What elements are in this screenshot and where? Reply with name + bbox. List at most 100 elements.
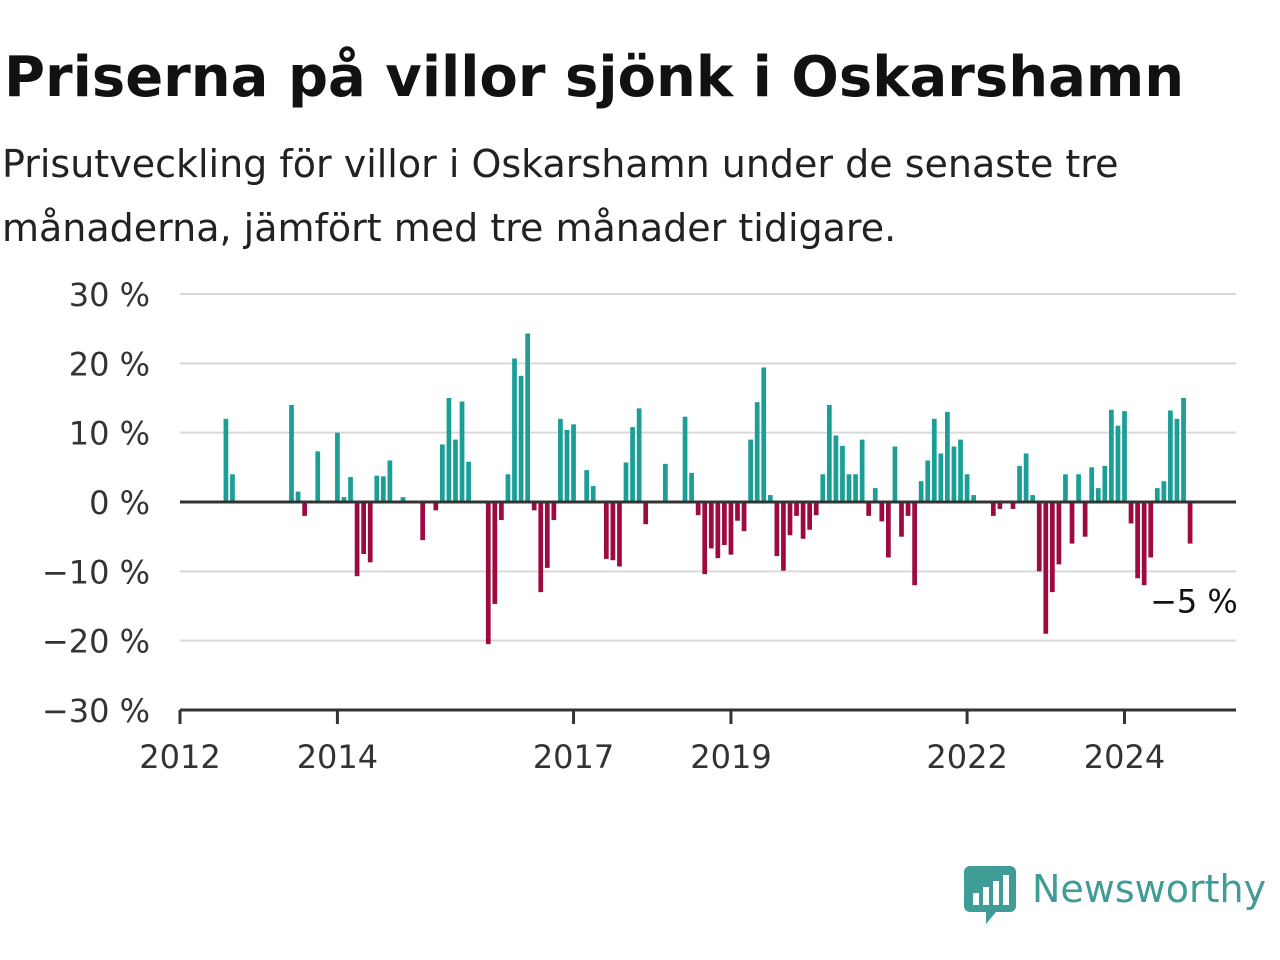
bar-2016-09 [544,502,550,568]
y-tick-label: 0 % [89,484,150,522]
bar-2014-08 [380,476,386,502]
y-tick-label: −10 % [42,553,150,591]
bar-2023-08 [1089,467,1095,502]
latest-value-annotation: −5 % [1150,583,1238,621]
bar-2019-10 [787,502,793,536]
bar-2022-06 [997,502,1003,509]
bar-2019-09 [781,502,786,571]
bar-2022-05 [990,502,996,516]
bar-2023-07 [1082,502,1088,537]
bar-2023-03 [1056,502,1062,565]
bar-2019-03 [741,502,747,532]
bar-2021-12 [958,439,963,502]
bar-2024-01 [1122,411,1127,502]
bar-2024-06 [1154,488,1160,502]
bar-2021-02 [892,446,898,502]
bar-2022-09 [1017,465,1022,502]
bar-2021-09 [938,453,944,502]
bar-2018-07 [689,472,694,502]
bar-2017-07 [610,502,616,561]
bar-2013-06 [289,404,294,502]
bar-2015-12 [485,502,491,645]
y-tick-label: 30 % [69,276,150,314]
bar-2019-12 [800,502,806,539]
x-tick-label: 2024 [1084,738,1165,776]
bar-2014-01 [335,432,340,502]
bar-2017-08 [617,502,622,567]
bar-2020-09 [859,439,865,502]
y-tick-label: 20 % [69,345,150,383]
bar-2014-07 [374,475,380,502]
x-tick-label: 2022 [926,738,1007,776]
bar-2023-12 [1115,425,1121,502]
bar-2021-07 [925,460,931,502]
bar-2017-09 [623,462,629,502]
bar-2024-04 [1141,502,1147,586]
x-tick-label: 2012 [139,738,220,776]
bar-2018-09 [702,502,708,575]
bar-2014-03 [348,477,353,502]
bar-2016-03 [505,474,511,502]
bar-2020-07 [846,474,852,502]
bar-2020-06 [840,445,845,502]
bar-2016-04 [512,358,517,502]
bar-2013-10 [315,451,321,502]
bar-2017-11 [636,408,642,502]
bar-2017-10 [630,427,635,502]
bar-2020-05 [833,435,839,502]
bar-2022-08 [1010,502,1016,509]
bar-2013-08 [302,502,307,516]
bar-2023-11 [1109,409,1114,502]
bar-2016-02 [499,502,504,521]
bar-2023-10 [1102,465,1108,502]
bar-2023-05 [1069,502,1075,544]
bar-2012-08 [223,418,229,502]
x-tick-label: 2014 [297,738,378,776]
bar-2023-01 [1043,502,1049,634]
bar-2017-06 [603,502,609,559]
bar-2019-05 [754,402,760,502]
bar-2024-05 [1148,502,1154,558]
bar-2014-11 [400,497,406,502]
bar-2020-01 [807,502,813,530]
bar-2021-05 [912,502,917,586]
y-tick-label: 10 % [69,415,150,453]
bar-2014-02 [341,497,347,502]
bar-2023-09 [1095,488,1101,502]
bar-2019-11 [794,502,799,516]
bar-2015-05 [440,444,445,502]
bar-2024-08 [1168,410,1173,502]
bar-2017-12 [643,502,649,525]
bar-2022-02 [971,495,976,502]
bar-2018-12 [722,502,727,545]
y-tick-label: −20 % [42,623,150,661]
bar-2021-04 [905,502,911,516]
bar-2019-02 [735,502,740,521]
axes [178,500,1236,724]
bar-2019-06 [761,367,767,502]
bar-2015-07 [453,439,458,502]
bar-2020-08 [853,474,858,502]
bar-2017-04 [590,486,596,502]
bar-2015-02 [420,502,426,541]
bar-2019-01 [728,502,734,555]
bar-2016-07 [531,502,537,511]
bar-2020-02 [813,502,819,516]
bar-2014-05 [361,502,367,554]
bar-2018-11 [715,502,721,559]
bar-2023-06 [1076,474,1081,502]
bar-2017-03 [584,470,590,502]
bar-2019-08 [774,502,780,557]
bar-2020-03 [820,474,826,502]
bar-2023-02 [1049,502,1055,593]
bar-2021-10 [945,411,950,502]
bar-2022-01 [964,474,970,502]
bar-2022-11 [1030,495,1036,502]
bar-2022-10 [1023,453,1029,502]
brand-name: Newsworthy [1032,867,1267,911]
bar-2018-03 [663,463,668,502]
bar-2024-09 [1174,418,1180,502]
bar-2021-03 [899,502,904,537]
bar-2024-03 [1135,502,1140,579]
